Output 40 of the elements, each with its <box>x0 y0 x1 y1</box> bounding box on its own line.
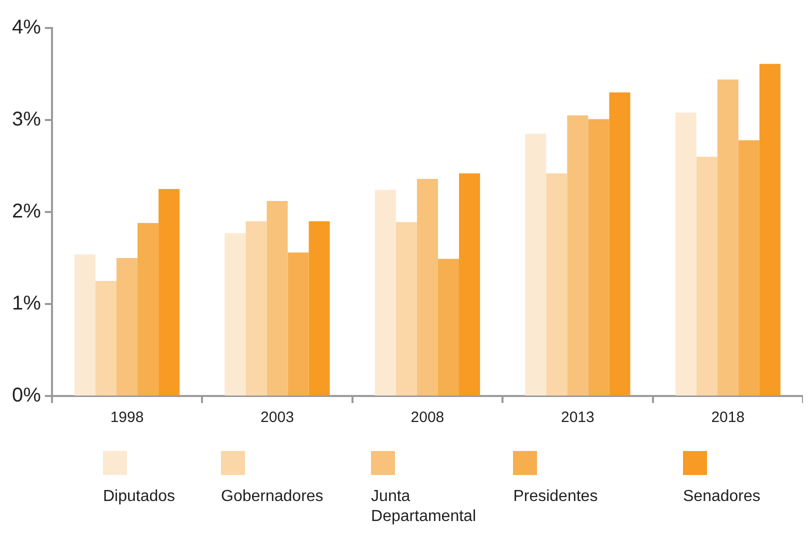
bar <box>308 221 330 396</box>
x-tick-label: 2018 <box>711 409 745 426</box>
legend-label: Gobernadores <box>221 487 324 507</box>
bar <box>246 221 267 396</box>
bar <box>138 223 159 396</box>
bar <box>416 178 438 396</box>
x-tick-label: 1998 <box>110 409 144 426</box>
y-tick-label: 1% <box>12 292 42 315</box>
y-tick-label: 4% <box>12 16 42 39</box>
bar <box>588 119 610 396</box>
bar <box>396 222 417 396</box>
bar <box>675 112 696 396</box>
bar <box>525 134 546 396</box>
bar <box>759 64 780 396</box>
bar <box>266 200 288 396</box>
x-tick-label: 2003 <box>260 409 294 426</box>
y-tick-label: 3% <box>12 108 42 131</box>
legend-label: Junta Departamental <box>371 487 477 527</box>
bar <box>696 156 718 396</box>
bar <box>738 140 760 396</box>
legend-label: Senadores <box>683 487 762 507</box>
bar <box>567 115 588 396</box>
bar <box>546 173 568 396</box>
bar <box>158 189 180 396</box>
bar <box>609 92 630 396</box>
x-tick-label: 2013 <box>560 409 594 426</box>
bar <box>459 173 480 396</box>
x-tick-label: 2008 <box>410 409 444 426</box>
legend-label: Diputados <box>103 488 176 505</box>
legend-label: Presidentes <box>513 487 599 507</box>
bar <box>717 80 738 396</box>
bar <box>116 258 138 396</box>
bar <box>95 281 116 396</box>
bar <box>224 233 246 396</box>
bar <box>438 258 459 396</box>
bar <box>288 252 309 396</box>
y-tick-label: 0% <box>12 384 42 407</box>
bar <box>74 254 96 396</box>
y-tick-label: 2% <box>12 200 42 223</box>
bar <box>374 190 396 396</box>
